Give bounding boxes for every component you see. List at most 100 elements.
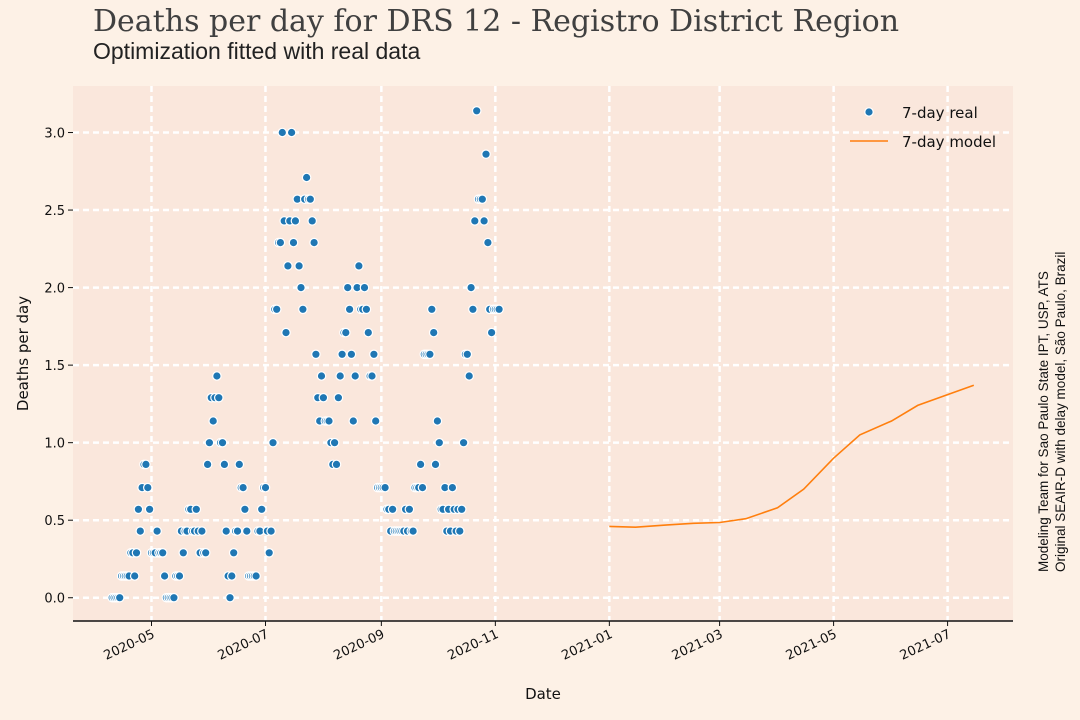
x-axis-label: Date — [525, 685, 561, 703]
data-point — [275, 237, 286, 248]
real-points — [107, 106, 504, 603]
data-point — [462, 349, 473, 360]
data-point — [346, 349, 357, 360]
data-point — [277, 127, 288, 138]
y-tick-label: 2.0 — [44, 282, 65, 297]
data-point — [458, 437, 469, 448]
data-point — [271, 304, 282, 315]
y-ticks: 0.0 0.5 1.0 1.5 2.0 2.5 3.0 — [44, 127, 73, 607]
data-point — [486, 327, 497, 338]
x-tick-label: 2020-07 — [216, 627, 272, 664]
data-point — [318, 392, 329, 403]
data-point — [260, 482, 271, 493]
data-point — [477, 194, 488, 204]
data-point — [464, 371, 474, 381]
plot-area — [73, 86, 1013, 621]
data-point — [380, 482, 390, 493]
data-point — [363, 327, 374, 338]
data-point — [335, 371, 345, 381]
x-tick-label: 2021-01 — [559, 627, 615, 664]
data-point — [200, 547, 211, 558]
data-point — [219, 459, 230, 470]
data-point — [294, 261, 304, 271]
data-point — [221, 526, 231, 536]
x-tick-label: 2020-11 — [445, 627, 501, 664]
data-point — [333, 392, 344, 403]
y-axis-label: Deaths per day — [14, 296, 32, 411]
data-point — [296, 282, 306, 293]
legend: 7-day real 7-day model — [850, 104, 996, 151]
data-point — [169, 592, 179, 603]
legend-model-label: 7-day model — [902, 133, 996, 151]
data-point — [228, 547, 239, 558]
data-point — [468, 304, 478, 315]
data-point — [202, 459, 213, 470]
data-point — [430, 459, 441, 470]
data-point — [174, 571, 185, 581]
chart-title: Deaths per day for DRS 12 - Registro Dis… — [93, 4, 900, 39]
data-point — [340, 327, 351, 338]
data-point — [481, 149, 491, 159]
data-point — [494, 304, 504, 315]
data-point — [428, 327, 439, 338]
y-tick-label: 0.0 — [44, 592, 65, 607]
data-point — [204, 437, 215, 448]
data-point — [331, 459, 342, 470]
legend-real-marker — [864, 107, 874, 117]
data-point — [432, 416, 443, 426]
x-ticks: 2020-05 2020-07 2020-09 2020-11 2021-01 2021-… — [102, 621, 953, 664]
data-point — [197, 526, 207, 536]
data-point — [286, 127, 297, 138]
data-point — [157, 547, 168, 558]
data-point — [234, 459, 245, 470]
data-point — [479, 216, 489, 226]
data-point — [208, 416, 218, 426]
data-point — [311, 349, 321, 360]
data-point — [232, 526, 243, 536]
data-point — [238, 482, 248, 493]
y-tick-label: 2.5 — [44, 204, 65, 219]
data-point — [309, 237, 319, 248]
data-point — [264, 547, 274, 558]
data-point — [214, 392, 224, 403]
data-point — [268, 437, 278, 448]
data-point — [251, 571, 261, 581]
data-point — [135, 526, 146, 536]
y-tick-label: 0.5 — [44, 514, 65, 529]
data-point — [225, 592, 235, 603]
data-point — [256, 504, 267, 515]
data-point — [483, 237, 493, 248]
data-point — [344, 304, 355, 315]
data-point — [290, 216, 301, 226]
data-point — [404, 504, 415, 515]
data-point — [466, 282, 476, 293]
data-point — [348, 416, 359, 426]
data-point — [178, 547, 189, 558]
data-point — [217, 437, 228, 448]
grid-lines — [73, 86, 1013, 621]
data-point — [305, 194, 316, 204]
data-point — [426, 304, 437, 315]
data-point — [266, 526, 276, 536]
data-point — [133, 504, 144, 515]
x-tick-label: 2021-05 — [784, 627, 840, 664]
x-tick-label: 2021-03 — [670, 627, 726, 664]
data-point — [408, 526, 418, 536]
data-point — [471, 106, 482, 116]
data-point — [191, 504, 202, 515]
data-point — [283, 261, 293, 271]
y-tick-label: 1.0 — [44, 437, 65, 452]
data-point — [159, 571, 170, 581]
data-point — [469, 216, 480, 226]
data-point — [152, 526, 162, 536]
data-point — [447, 482, 458, 493]
data-point — [298, 304, 308, 315]
data-point — [141, 459, 151, 470]
data-point — [415, 459, 426, 470]
data-point — [129, 571, 140, 581]
data-point — [361, 304, 372, 315]
data-point — [131, 547, 142, 558]
y-tick-label: 3.0 — [44, 127, 65, 142]
data-point — [114, 592, 125, 603]
